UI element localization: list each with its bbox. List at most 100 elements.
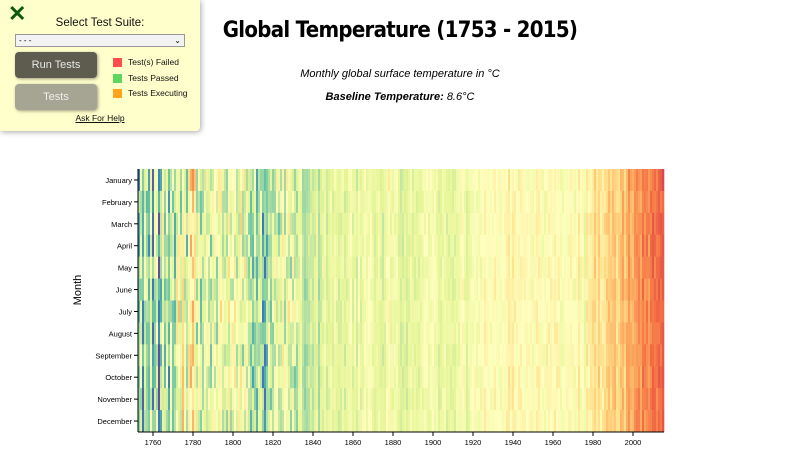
heatmap-cell[interactable] [448, 344, 451, 367]
heatmap-cell[interactable] [376, 234, 379, 257]
heatmap-cell[interactable] [650, 300, 653, 323]
heatmap-cell[interactable] [570, 256, 573, 279]
heatmap-cell[interactable] [320, 256, 323, 279]
heatmap-cell[interactable] [142, 322, 145, 345]
heatmap-cell[interactable] [224, 169, 227, 192]
heatmap-cell[interactable] [328, 322, 331, 345]
heatmap-cell[interactable] [614, 234, 617, 257]
heatmap-cell[interactable] [644, 344, 647, 367]
heatmap-cell[interactable] [386, 366, 389, 389]
heatmap-cell[interactable] [376, 366, 379, 389]
heatmap-cell[interactable] [364, 366, 367, 389]
heatmap-cell[interactable] [300, 212, 303, 236]
heatmap-cell[interactable] [254, 234, 257, 257]
heatmap-cell[interactable] [482, 322, 485, 345]
heatmap-cell[interactable] [152, 256, 155, 279]
heatmap-cell[interactable] [608, 388, 611, 411]
heatmap-cell[interactable] [260, 344, 263, 367]
heatmap-cell[interactable] [346, 300, 349, 323]
heatmap-cell[interactable] [450, 322, 453, 345]
heatmap-cell[interactable] [586, 366, 589, 389]
heatmap-cell[interactable] [502, 388, 505, 411]
heatmap-cell[interactable] [270, 300, 273, 323]
heatmap-cell[interactable] [242, 234, 245, 257]
heatmap-cell[interactable] [352, 190, 355, 214]
heatmap-cell[interactable] [564, 366, 567, 389]
heatmap-cell[interactable] [254, 278, 257, 301]
heatmap-cell[interactable] [272, 278, 275, 301]
heatmap-cell[interactable] [236, 190, 239, 214]
heatmap-cell[interactable] [452, 169, 455, 192]
heatmap-cell[interactable] [336, 169, 339, 192]
heatmap-cell[interactable] [162, 366, 165, 389]
heatmap-cell[interactable] [288, 234, 291, 257]
heatmap-cell[interactable] [382, 388, 385, 411]
heatmap-cell[interactable] [410, 190, 413, 214]
heatmap-cell[interactable] [650, 212, 653, 236]
heatmap-cell[interactable] [388, 300, 391, 323]
heatmap-cell[interactable] [298, 256, 301, 279]
heatmap-cell[interactable] [454, 410, 457, 433]
heatmap-cell[interactable] [302, 388, 305, 411]
heatmap-cell[interactable] [624, 190, 627, 214]
heatmap-cell[interactable] [588, 169, 591, 192]
heatmap-cell[interactable] [340, 190, 343, 214]
heatmap-cell[interactable] [156, 388, 159, 411]
heatmap-cell[interactable] [598, 322, 601, 345]
heatmap-cell[interactable] [608, 410, 611, 433]
heatmap-cell[interactable] [148, 234, 151, 257]
heatmap-cell[interactable] [294, 300, 297, 323]
heatmap-cell[interactable] [542, 278, 545, 301]
heatmap-cell[interactable] [462, 388, 465, 411]
heatmap-cell[interactable] [482, 256, 485, 279]
heatmap-cell[interactable] [404, 344, 407, 367]
heatmap-cell[interactable] [296, 278, 299, 301]
heatmap-cell[interactable] [138, 169, 141, 192]
heatmap-cell[interactable] [588, 300, 591, 323]
heatmap-cell[interactable] [396, 256, 399, 279]
heatmap-cell[interactable] [162, 234, 165, 257]
heatmap-cell[interactable] [206, 256, 209, 279]
heatmap-cell[interactable] [282, 234, 285, 257]
heatmap-cell[interactable] [238, 322, 241, 345]
heatmap-cell[interactable] [162, 344, 165, 367]
heatmap-cell[interactable] [406, 322, 409, 345]
heatmap-cell[interactable] [344, 212, 347, 236]
heatmap-cell[interactable] [352, 278, 355, 301]
heatmap-cell[interactable] [582, 190, 585, 214]
heatmap-cell[interactable] [186, 169, 189, 192]
heatmap-cell[interactable] [394, 234, 397, 257]
heatmap-cell[interactable] [186, 278, 189, 301]
heatmap-cell[interactable] [616, 344, 619, 367]
heatmap-cell[interactable] [502, 278, 505, 301]
heatmap-cell[interactable] [546, 300, 549, 323]
heatmap-cell[interactable] [416, 322, 419, 345]
heatmap-cell[interactable] [464, 169, 467, 192]
ask-for-help-link[interactable]: Ask For Help [75, 113, 125, 123]
heatmap-cell[interactable] [466, 212, 469, 236]
heatmap-cell[interactable] [450, 366, 453, 389]
heatmap-cell[interactable] [210, 366, 213, 389]
heatmap-cell[interactable] [314, 410, 317, 433]
heatmap-cell[interactable] [242, 212, 245, 236]
heatmap-cell[interactable] [310, 256, 313, 279]
heatmap-cell[interactable] [412, 344, 415, 367]
heatmap-cell[interactable] [200, 169, 203, 192]
heatmap-cell[interactable] [634, 344, 637, 367]
heatmap-cell[interactable] [284, 234, 287, 257]
heatmap-cell[interactable] [488, 322, 491, 345]
heatmap-cell[interactable] [206, 278, 209, 301]
heatmap-cell[interactable] [598, 169, 601, 192]
heatmap-cell[interactable] [408, 169, 411, 192]
heatmap-cell[interactable] [458, 234, 461, 257]
heatmap-cell[interactable] [144, 300, 147, 323]
heatmap-cell[interactable] [654, 344, 657, 367]
heatmap-cell[interactable] [402, 169, 405, 192]
heatmap-cell[interactable] [436, 344, 439, 367]
heatmap-cell[interactable] [576, 322, 579, 345]
heatmap-cell[interactable] [354, 169, 357, 192]
heatmap-cell[interactable] [456, 410, 459, 433]
heatmap-cell[interactable] [154, 256, 157, 279]
heatmap-cell[interactable] [342, 278, 345, 301]
heatmap-cell[interactable] [444, 388, 447, 411]
